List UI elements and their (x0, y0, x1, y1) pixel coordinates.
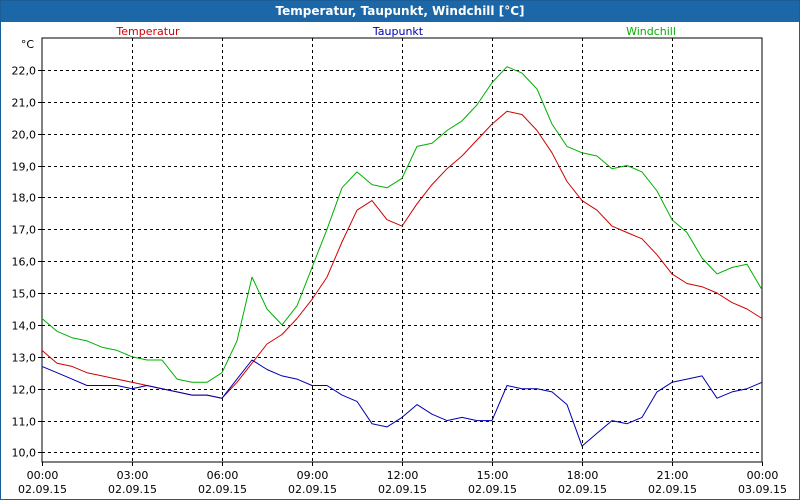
y-axis-unit: °C (21, 38, 35, 51)
series-line-taupunkt (41, 359, 763, 447)
x-tick-time: 09:00 (297, 469, 329, 482)
x-tick-time: 18:00 (567, 469, 599, 482)
x-tick-date: 02.09.15 (648, 483, 697, 496)
x-tick-date: 02.09.15 (18, 483, 67, 496)
y-tick-label: 20,0 (12, 129, 37, 142)
x-tick-time: 15:00 (477, 469, 509, 482)
y-tick-label: 12,0 (12, 384, 37, 397)
x-tick-time: 06:00 (207, 469, 239, 482)
y-tick-label: 19,0 (12, 161, 37, 174)
x-tick-time: 21:00 (657, 469, 689, 482)
legend-temperatur: Temperatur (115, 25, 180, 38)
y-tick-label: 14,0 (12, 320, 37, 333)
y-tick-label: 13,0 (12, 352, 37, 365)
y-tick-label: 10,0 (12, 447, 37, 460)
y-tick-label: 15,0 (12, 288, 37, 301)
x-tick-time: 00:00 (27, 469, 59, 482)
series-line-windchill (41, 66, 763, 383)
x-tick-date: 02.09.15 (378, 483, 427, 496)
x-tick-date: 02.09.15 (558, 483, 607, 496)
y-tick-label: 11,0 (12, 416, 37, 429)
y-tick-label: 21,0 (12, 97, 37, 110)
x-tick-time: 03:00 (117, 469, 149, 482)
legend-taupunkt: Taupunkt (372, 25, 424, 38)
y-tick-label: 22,0 (12, 65, 37, 78)
y-tick-label: 16,0 (12, 256, 37, 269)
x-tick-date: 02.09.15 (198, 483, 247, 496)
x-tick-date: 02.09.15 (468, 483, 517, 496)
x-tick-time: 12:00 (387, 469, 419, 482)
x-tick-date: 03.09.15 (738, 483, 787, 496)
y-tick-label: 17,0 (12, 224, 37, 237)
x-tick-date: 02.09.15 (108, 483, 157, 496)
x-tick-date: 02.09.15 (288, 483, 337, 496)
y-tick-label: 18,0 (12, 192, 37, 205)
x-tick-time: 00:00 (747, 469, 779, 482)
window-title: Temperatur, Taupunkt, Windchill [°C] (1, 1, 799, 22)
legend-windchill: Windchill (626, 25, 676, 38)
